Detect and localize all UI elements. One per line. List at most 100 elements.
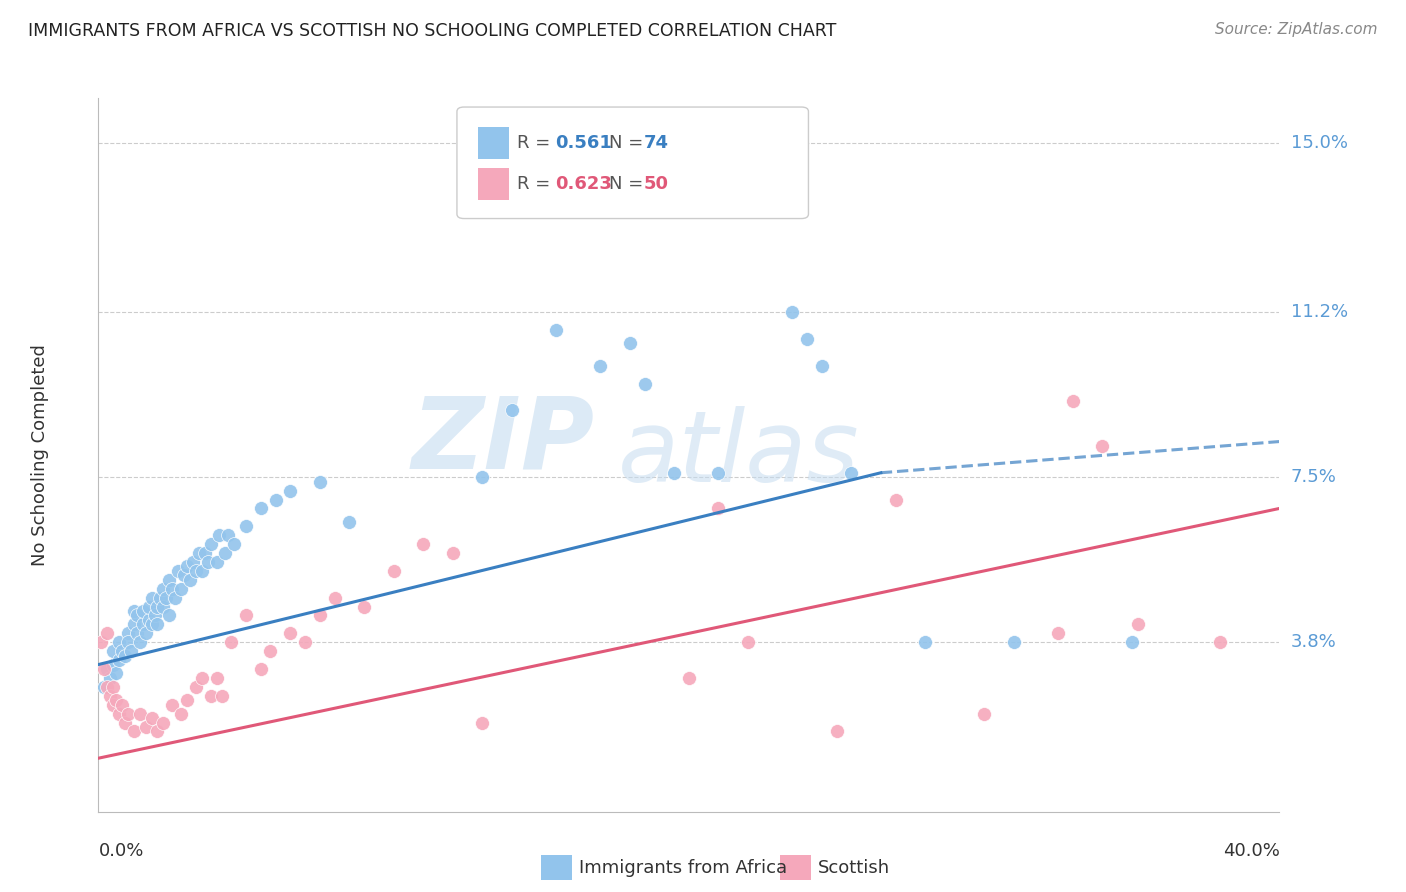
Text: Immigrants from Africa: Immigrants from Africa xyxy=(579,859,787,877)
Point xyxy=(173,568,195,582)
Point xyxy=(187,546,209,560)
Point xyxy=(194,546,217,560)
Point xyxy=(176,559,198,574)
Point xyxy=(219,635,242,649)
Point xyxy=(633,376,655,391)
Point xyxy=(250,501,273,516)
Point xyxy=(120,644,142,658)
Point xyxy=(114,715,136,730)
Point xyxy=(111,644,134,658)
Point xyxy=(157,573,180,587)
Text: 15.0%: 15.0% xyxy=(1291,134,1347,152)
Point xyxy=(884,492,907,507)
Point xyxy=(105,666,128,681)
Point xyxy=(200,689,222,703)
Point xyxy=(138,599,160,614)
Point xyxy=(96,662,118,676)
Point xyxy=(108,653,131,667)
Point xyxy=(737,635,759,649)
Point xyxy=(108,635,131,649)
Point xyxy=(337,515,360,529)
Text: 0.561: 0.561 xyxy=(555,134,612,152)
Point xyxy=(149,591,172,605)
Point xyxy=(782,305,804,319)
Point xyxy=(152,599,174,614)
Text: N =: N = xyxy=(609,134,648,152)
Point xyxy=(117,626,139,640)
Point xyxy=(1209,635,1232,649)
Point xyxy=(678,671,700,685)
Point xyxy=(125,608,148,623)
Point xyxy=(197,555,219,569)
Point xyxy=(132,604,155,618)
Point xyxy=(1046,626,1069,640)
Point xyxy=(122,724,145,739)
Point xyxy=(323,591,346,605)
Point xyxy=(114,648,136,663)
Point xyxy=(184,564,207,578)
Point xyxy=(176,693,198,707)
Point xyxy=(1121,635,1143,649)
Point xyxy=(103,644,125,658)
Point xyxy=(259,644,281,658)
Point xyxy=(162,698,183,712)
Point xyxy=(167,564,190,578)
Point xyxy=(914,635,936,649)
Point xyxy=(309,608,332,623)
Text: 74: 74 xyxy=(644,134,669,152)
Point xyxy=(235,608,257,623)
Point xyxy=(103,680,125,694)
Point xyxy=(96,626,118,640)
Point xyxy=(146,599,169,614)
Point xyxy=(264,492,287,507)
Point xyxy=(141,617,163,632)
Point xyxy=(664,466,686,480)
Text: Source: ZipAtlas.com: Source: ZipAtlas.com xyxy=(1215,22,1378,37)
Point xyxy=(796,332,818,346)
Point xyxy=(471,715,494,730)
Point xyxy=(103,698,125,712)
Point xyxy=(146,617,169,632)
Text: 0.623: 0.623 xyxy=(555,175,612,193)
Point xyxy=(501,403,523,417)
Point xyxy=(141,711,163,725)
Point xyxy=(235,519,257,533)
Point xyxy=(90,635,112,649)
Point xyxy=(143,608,166,623)
Point xyxy=(205,555,228,569)
Point xyxy=(184,680,207,694)
Point xyxy=(250,662,273,676)
Point xyxy=(707,501,730,516)
Text: 0.0%: 0.0% xyxy=(98,842,143,860)
Point xyxy=(170,582,193,596)
Point xyxy=(165,591,187,605)
Point xyxy=(98,671,121,685)
Point xyxy=(200,537,222,551)
Point xyxy=(122,604,145,618)
Text: 3.8%: 3.8% xyxy=(1291,633,1336,651)
Point xyxy=(181,555,204,569)
Point xyxy=(278,483,302,498)
Point xyxy=(1126,617,1149,632)
Point xyxy=(294,635,316,649)
Point xyxy=(93,662,115,676)
Point xyxy=(111,698,134,712)
Point xyxy=(132,617,155,632)
Point xyxy=(441,546,464,560)
Point xyxy=(471,470,494,484)
Point xyxy=(309,475,332,489)
Point xyxy=(155,591,177,605)
Point xyxy=(214,546,236,560)
Point xyxy=(152,582,174,596)
Point xyxy=(162,582,183,596)
Text: 7.5%: 7.5% xyxy=(1291,468,1337,486)
Point xyxy=(810,359,832,373)
Point xyxy=(128,635,150,649)
Point xyxy=(211,689,233,703)
Point xyxy=(224,537,246,551)
Point xyxy=(191,671,214,685)
Text: R =: R = xyxy=(517,175,557,193)
Point xyxy=(179,573,201,587)
Point xyxy=(157,608,180,623)
Text: 11.2%: 11.2% xyxy=(1291,303,1348,321)
